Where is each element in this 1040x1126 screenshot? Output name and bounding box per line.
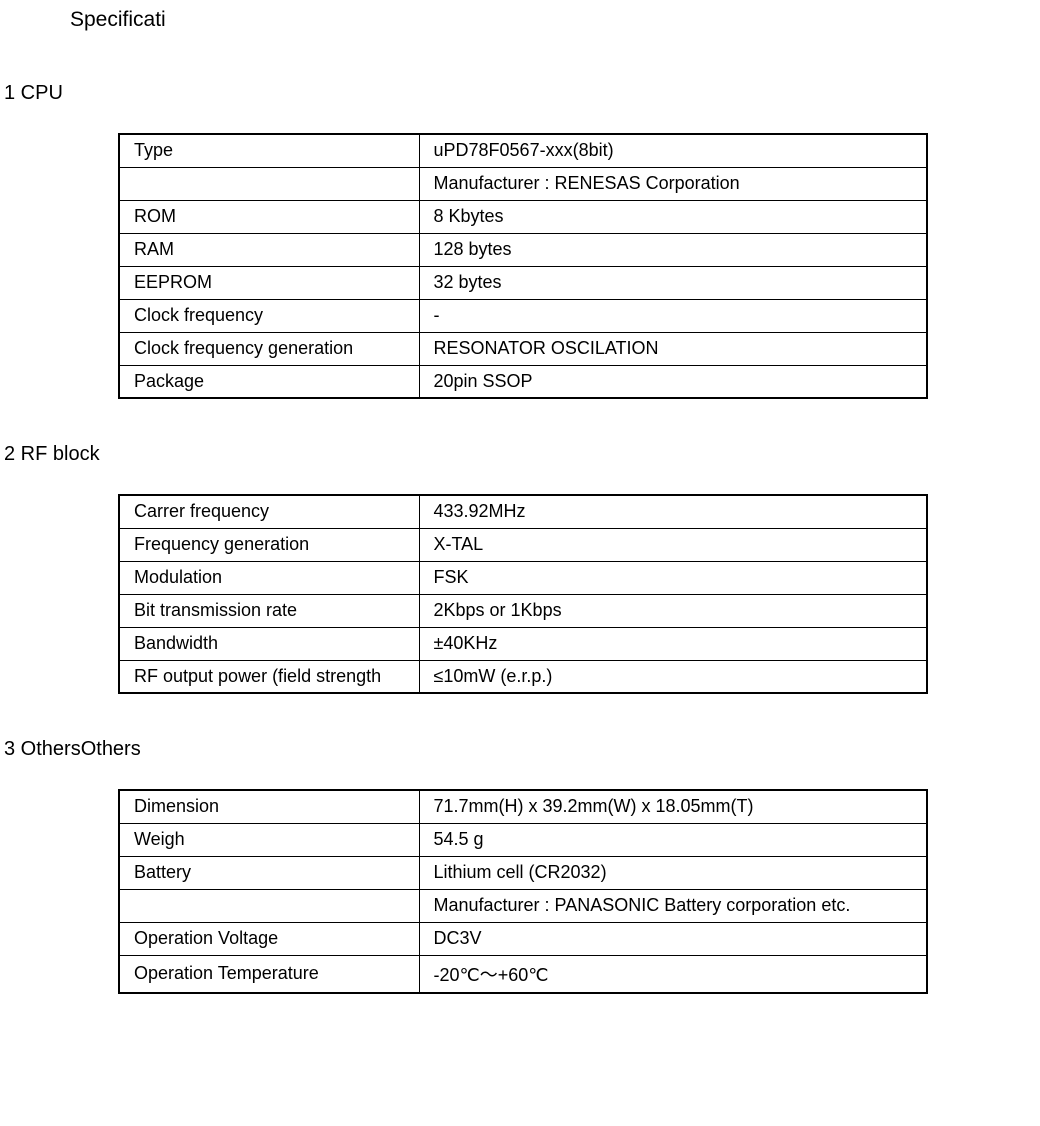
spec-key: Bit transmission rate xyxy=(119,594,419,627)
section-heading-cpu: 1 CPU xyxy=(4,82,1040,105)
table-row: EEPROM 32 bytes xyxy=(119,266,927,299)
table-row: RAM 128 bytes xyxy=(119,233,927,266)
spec-value: 2Kbps or 1Kbps xyxy=(419,594,927,627)
table-row: Frequency generation X-TAL xyxy=(119,528,927,561)
table-row: ROM 8 Kbytes xyxy=(119,200,927,233)
spec-value: X-TAL xyxy=(419,528,927,561)
section-heading-others: 3 OthersOthers xyxy=(4,738,1040,761)
cpu-table: Type uPD78F0567-xxx(8bit) Manufacturer :… xyxy=(118,133,928,399)
spec-key: Battery xyxy=(119,856,419,889)
spec-key: Clock frequency generation xyxy=(119,332,419,365)
table-row: Operation Voltage DC3V xyxy=(119,922,927,955)
spec-key: Frequency generation xyxy=(119,528,419,561)
spec-key xyxy=(119,889,419,922)
spec-value: Manufacturer : PANASONIC Battery corpora… xyxy=(419,889,927,922)
spec-value: uPD78F0567-xxx(8bit) xyxy=(419,134,927,167)
table-row: Clock frequency generation RESONATOR OSC… xyxy=(119,332,927,365)
spec-value: DC3V xyxy=(419,922,927,955)
table-row: RF output power (field strength ≤10mW (e… xyxy=(119,660,927,693)
spec-key: Carrer frequency xyxy=(119,495,419,528)
table-row: Operation Temperature -20℃～+60℃ xyxy=(119,955,927,993)
spec-value: 128 bytes xyxy=(419,233,927,266)
spec-value: FSK xyxy=(419,561,927,594)
spec-value: Lithium cell (CR2032) xyxy=(419,856,927,889)
spec-key: EEPROM xyxy=(119,266,419,299)
spec-value: 20pin SSOP xyxy=(419,365,927,398)
spec-value: RESONATOR OSCILATION xyxy=(419,332,927,365)
spec-key: Modulation xyxy=(119,561,419,594)
table-row: Carrer frequency 433.92MHz xyxy=(119,495,927,528)
spec-key: Bandwidth xyxy=(119,627,419,660)
table-row: Package 20pin SSOP xyxy=(119,365,927,398)
table-row: Battery Lithium cell (CR2032) xyxy=(119,856,927,889)
spec-value: ≤10mW (e.r.p.) xyxy=(419,660,927,693)
spec-key: RAM xyxy=(119,233,419,266)
rf-table: Carrer frequency 433.92MHz Frequency gen… xyxy=(118,494,928,694)
spec-value: 32 bytes xyxy=(419,266,927,299)
spec-key: ROM xyxy=(119,200,419,233)
spec-value: 433.92MHz xyxy=(419,495,927,528)
spec-value: - xyxy=(419,299,927,332)
others-table: Dimension 71.7mm(H) x 39.2mm(W) x 18.05m… xyxy=(118,789,928,994)
spec-key: Dimension xyxy=(119,790,419,823)
spec-value: Manufacturer : RENESAS Corporation xyxy=(419,167,927,200)
table-row: Dimension 71.7mm(H) x 39.2mm(W) x 18.05m… xyxy=(119,790,927,823)
spec-value: 71.7mm(H) x 39.2mm(W) x 18.05mm(T) xyxy=(419,790,927,823)
spec-key: Type xyxy=(119,134,419,167)
table-row: Bit transmission rate 2Kbps or 1Kbps xyxy=(119,594,927,627)
spec-value: -20℃～+60℃ xyxy=(419,955,927,993)
table-row: Modulation FSK xyxy=(119,561,927,594)
table-row: Bandwidth ±40KHz xyxy=(119,627,927,660)
document-title: Specificati xyxy=(70,8,1040,32)
spec-key: Operation Voltage xyxy=(119,922,419,955)
spec-value: ±40KHz xyxy=(419,627,927,660)
table-row: Manufacturer : PANASONIC Battery corpora… xyxy=(119,889,927,922)
spec-key: Package xyxy=(119,365,419,398)
spec-key: Clock frequency xyxy=(119,299,419,332)
spec-value: 54.5 g xyxy=(419,823,927,856)
table-row: Clock frequency - xyxy=(119,299,927,332)
table-row: Type uPD78F0567-xxx(8bit) xyxy=(119,134,927,167)
spec-key xyxy=(119,167,419,200)
table-row: Manufacturer : RENESAS Corporation xyxy=(119,167,927,200)
spec-key: Weigh xyxy=(119,823,419,856)
spec-key: Operation Temperature xyxy=(119,955,419,993)
spec-value: 8 Kbytes xyxy=(419,200,927,233)
spec-key: RF output power (field strength xyxy=(119,660,419,693)
table-row: Weigh 54.5 g xyxy=(119,823,927,856)
section-heading-rf: 2 RF block xyxy=(4,443,1040,466)
specification-page: Specificati 1 CPU Type uPD78F0567-xxx(8b… xyxy=(0,0,1040,1078)
